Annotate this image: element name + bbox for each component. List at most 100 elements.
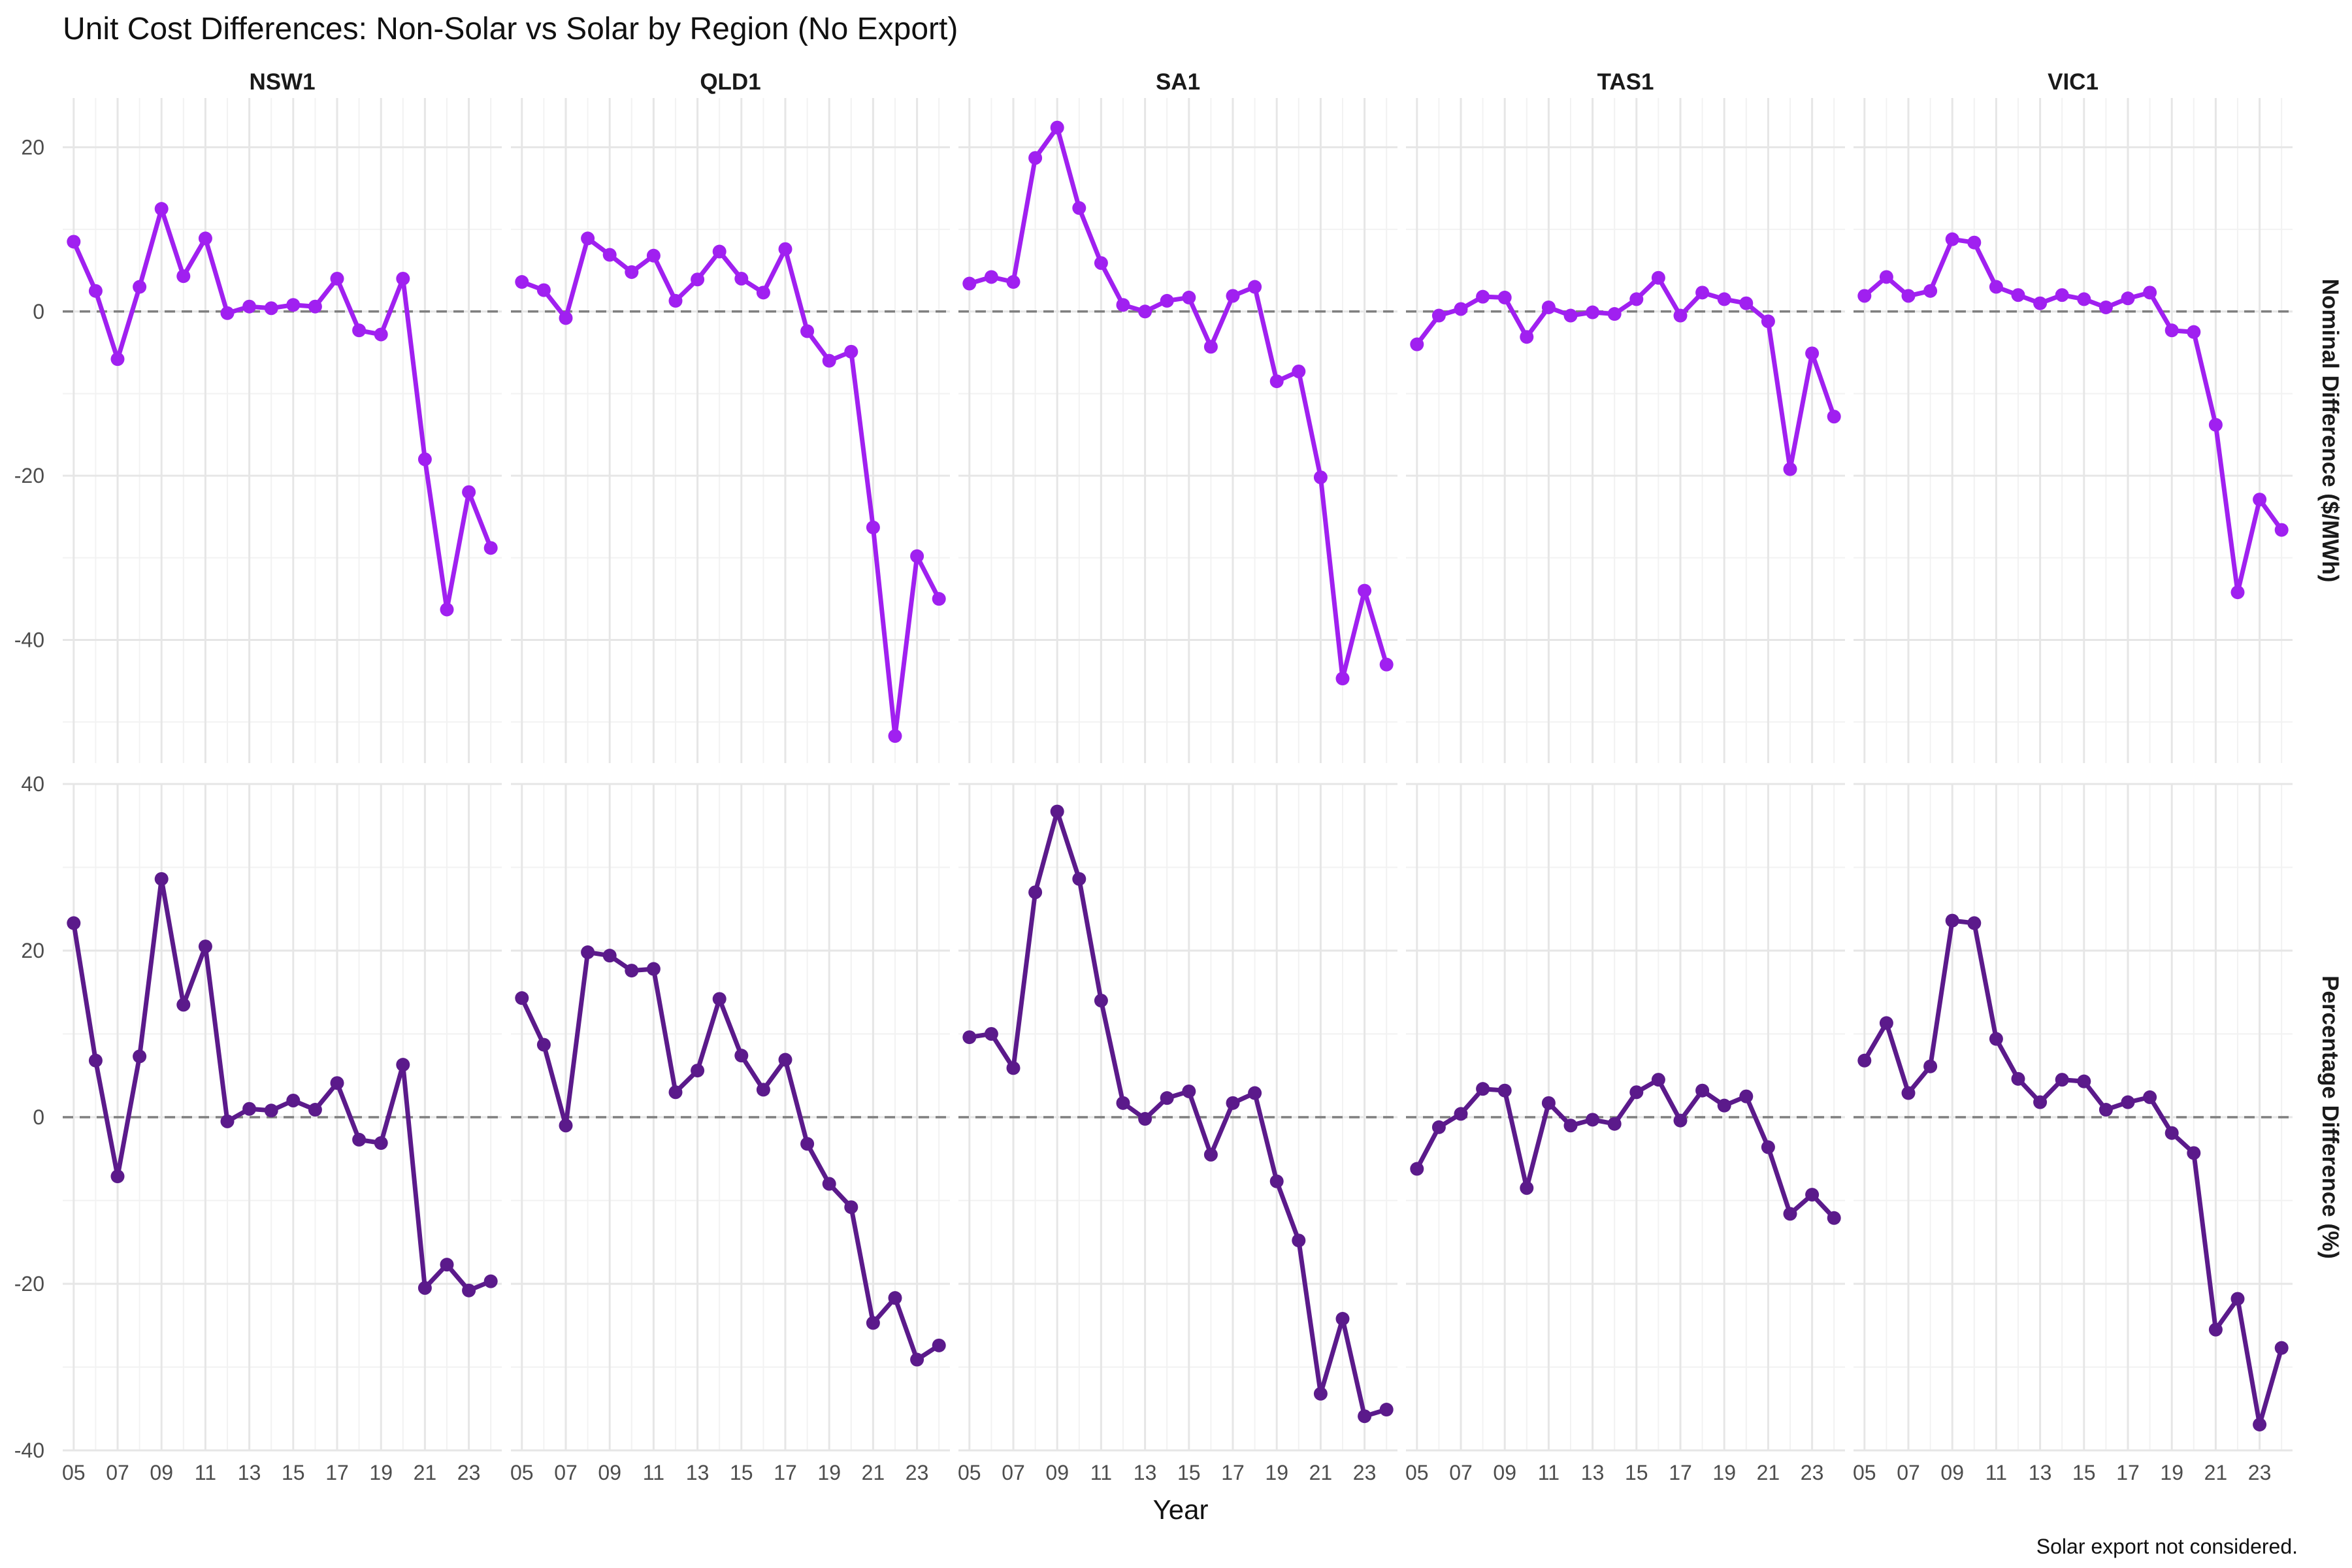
x-tick-label: 23	[906, 1461, 929, 1484]
x-tick-label: 05	[1405, 1461, 1429, 1484]
x-tick-label: 13	[238, 1461, 261, 1484]
x-tick-label: 11	[1985, 1461, 2007, 1484]
data-point	[220, 306, 235, 320]
data-point	[264, 301, 278, 316]
data-point	[440, 1258, 454, 1272]
data-point	[1673, 1113, 1688, 1128]
x-tick-label: 17	[774, 1461, 797, 1484]
data-point	[2099, 1103, 2113, 1117]
y-tick-label: 0	[33, 300, 44, 323]
data-point	[822, 1177, 836, 1191]
data-point	[646, 962, 661, 976]
x-tick-label: 19	[1712, 1461, 1736, 1484]
data-point	[1761, 1140, 1775, 1154]
data-point	[1138, 1112, 1152, 1126]
data-point	[1651, 1073, 1665, 1087]
data-point	[2143, 286, 2157, 300]
series-line-nsw1	[71, 876, 493, 1293]
x-tick-label: 11	[1090, 1461, 1112, 1484]
x-tick-label: 15	[2072, 1461, 2096, 1484]
data-point	[602, 248, 617, 262]
series-line-vic1	[1862, 918, 2284, 1427]
data-point	[1497, 290, 1512, 304]
data-point	[1226, 1096, 1240, 1110]
y-tick-label: -20	[14, 464, 44, 487]
data-point	[2164, 1126, 2179, 1140]
strip-label-sa1: SA1	[1156, 69, 1200, 95]
data-point	[88, 284, 103, 298]
x-tick-label: 15	[1625, 1461, 1648, 1484]
data-point	[1028, 885, 1043, 900]
series-line-sa1	[967, 809, 1389, 1419]
x-tick-label: 19	[1265, 1461, 1288, 1484]
data-point	[625, 964, 639, 978]
data-point	[417, 452, 432, 466]
data-point	[1761, 314, 1775, 329]
data-point	[1313, 470, 1328, 485]
data-point	[2187, 325, 2201, 339]
data-point	[712, 244, 727, 259]
data-point	[1476, 1082, 1490, 1096]
data-point	[1182, 1084, 1196, 1098]
x-tick-label: 21	[2204, 1461, 2228, 1484]
data-point	[668, 293, 683, 308]
data-point	[822, 353, 836, 368]
data-point	[866, 1316, 880, 1330]
data-point	[1116, 1096, 1130, 1110]
data-point	[691, 272, 705, 287]
data-point	[962, 276, 977, 291]
x-tick-label: 07	[1897, 1461, 1920, 1484]
data-point	[1160, 1091, 1174, 1105]
data-point	[2143, 1090, 2157, 1104]
data-point	[1454, 1107, 1468, 1121]
data-point	[984, 1027, 998, 1041]
data-point	[778, 1053, 792, 1067]
data-point	[1160, 293, 1174, 308]
strip-label-tas1: TAS1	[1597, 69, 1654, 95]
panel-percentage-vic1	[1854, 783, 2293, 1452]
data-point	[1967, 916, 1982, 930]
x-tick-label: 11	[195, 1461, 216, 1484]
data-point	[1292, 365, 1306, 379]
data-point	[1050, 120, 1064, 135]
data-point	[800, 1137, 815, 1151]
y-tick-label: 0	[33, 1105, 44, 1129]
data-point	[581, 945, 595, 960]
data-point	[559, 311, 573, 325]
data-point	[2077, 1074, 2091, 1088]
x-tick-label: 17	[1669, 1461, 1692, 1484]
data-point	[1358, 1409, 1372, 1424]
data-point	[133, 280, 147, 294]
data-point	[1629, 292, 1644, 306]
chart-title: Unit Cost Differences: Non-Solar vs Sola…	[63, 12, 958, 46]
x-tick-label: 09	[1940, 1461, 1964, 1484]
x-tick-label: 07	[106, 1461, 129, 1484]
data-point	[483, 1274, 498, 1288]
data-point	[110, 1169, 125, 1184]
data-point	[1203, 1147, 1218, 1162]
panel-nominal-sa1	[958, 98, 1397, 763]
data-point	[1901, 1086, 1916, 1100]
data-point	[1989, 280, 2003, 294]
x-tick-label: 23	[1353, 1461, 1377, 1484]
data-point	[2055, 288, 2069, 302]
panel-nominal-tas1	[1406, 98, 1845, 763]
strip-label-vic1: VIC1	[2048, 69, 2099, 95]
x-tick-label: 15	[730, 1461, 753, 1484]
data-point	[1094, 256, 1108, 270]
data-point	[800, 324, 815, 338]
facet-panels: -40 -20 0 20 NSW1 QLD1 SA1 TAS1 VIC1 Nominal Diff…	[14, 69, 2343, 1484]
x-tick-label: 15	[282, 1461, 305, 1484]
data-point	[932, 1338, 946, 1352]
data-point	[1431, 1120, 1446, 1134]
data-point	[888, 729, 902, 743]
data-point	[2011, 288, 2025, 302]
row-label-percentage: Percentage Difference (%)	[2317, 975, 2343, 1259]
data-point	[734, 271, 749, 286]
data-point	[242, 1102, 257, 1116]
data-point	[1226, 289, 1240, 303]
x-tick-label: 15	[1177, 1461, 1201, 1484]
data-point	[1269, 1174, 1284, 1188]
data-point	[691, 1064, 705, 1078]
data-point	[483, 541, 498, 555]
